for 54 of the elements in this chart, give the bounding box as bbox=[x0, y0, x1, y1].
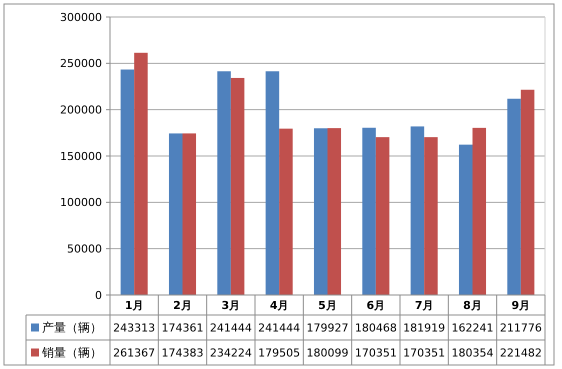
data-label: 181919 bbox=[403, 321, 446, 334]
legend-label: 销量（辆） bbox=[41, 346, 102, 360]
data-label: 243313 bbox=[113, 321, 156, 334]
data-label: 174383 bbox=[162, 346, 204, 360]
bar bbox=[507, 98, 521, 295]
y-tick-label: 150000 bbox=[60, 150, 102, 163]
y-tick-label: 100000 bbox=[60, 196, 102, 210]
bar bbox=[328, 128, 342, 295]
bar bbox=[458, 144, 472, 295]
bar bbox=[472, 128, 486, 295]
data-label: 211776 bbox=[500, 321, 542, 334]
x-tick-label: 7月 bbox=[414, 298, 434, 312]
x-tick-label: 6月 bbox=[366, 298, 386, 312]
data-label: 179505 bbox=[258, 346, 300, 360]
x-tick-label: 2月 bbox=[173, 298, 192, 312]
bar bbox=[168, 133, 182, 295]
data-label: 180468 bbox=[354, 321, 397, 334]
legend-label: 产量（辆） bbox=[42, 320, 102, 335]
x-tick-label: 9月 bbox=[512, 298, 530, 312]
bar bbox=[424, 137, 438, 295]
data-label: 174361 bbox=[162, 321, 204, 334]
data-label: 180099 bbox=[306, 346, 348, 360]
bar bbox=[520, 90, 534, 295]
x-tick-label: 5月 bbox=[318, 298, 337, 312]
data-label: 234224 bbox=[210, 346, 252, 360]
bar bbox=[120, 70, 134, 295]
bar bbox=[134, 52, 148, 295]
bar bbox=[362, 128, 376, 295]
bar bbox=[182, 133, 196, 295]
y-tick-label: 50000 bbox=[67, 242, 102, 256]
x-tick-label: 1月 bbox=[124, 298, 144, 312]
data-label: 241444 bbox=[210, 321, 252, 334]
bar bbox=[230, 78, 244, 295]
bar bbox=[266, 71, 280, 295]
bar bbox=[314, 128, 328, 295]
data-label: 180354 bbox=[452, 346, 494, 360]
bar bbox=[279, 128, 293, 295]
y-tick-label: 250000 bbox=[60, 57, 102, 70]
y-tick-label: 200000 bbox=[60, 104, 102, 117]
x-tick-label: 3月 bbox=[222, 298, 240, 312]
y-tick-label: 0 bbox=[95, 288, 102, 302]
data-label: 261367 bbox=[113, 346, 156, 360]
x-tick-label: 8月 bbox=[463, 298, 482, 312]
data-label: 170351 bbox=[403, 346, 446, 360]
data-label: 162241 bbox=[452, 321, 494, 334]
data-label: 241444 bbox=[258, 321, 300, 334]
data-label: 170351 bbox=[354, 346, 397, 360]
bar bbox=[410, 126, 424, 295]
bar bbox=[376, 137, 390, 295]
y-tick-label: 300000 bbox=[60, 10, 102, 24]
x-tick-label: 4月 bbox=[270, 298, 288, 312]
bar bbox=[217, 71, 231, 295]
data-label: 221482 bbox=[500, 346, 542, 360]
data-label: 179927 bbox=[306, 321, 348, 334]
